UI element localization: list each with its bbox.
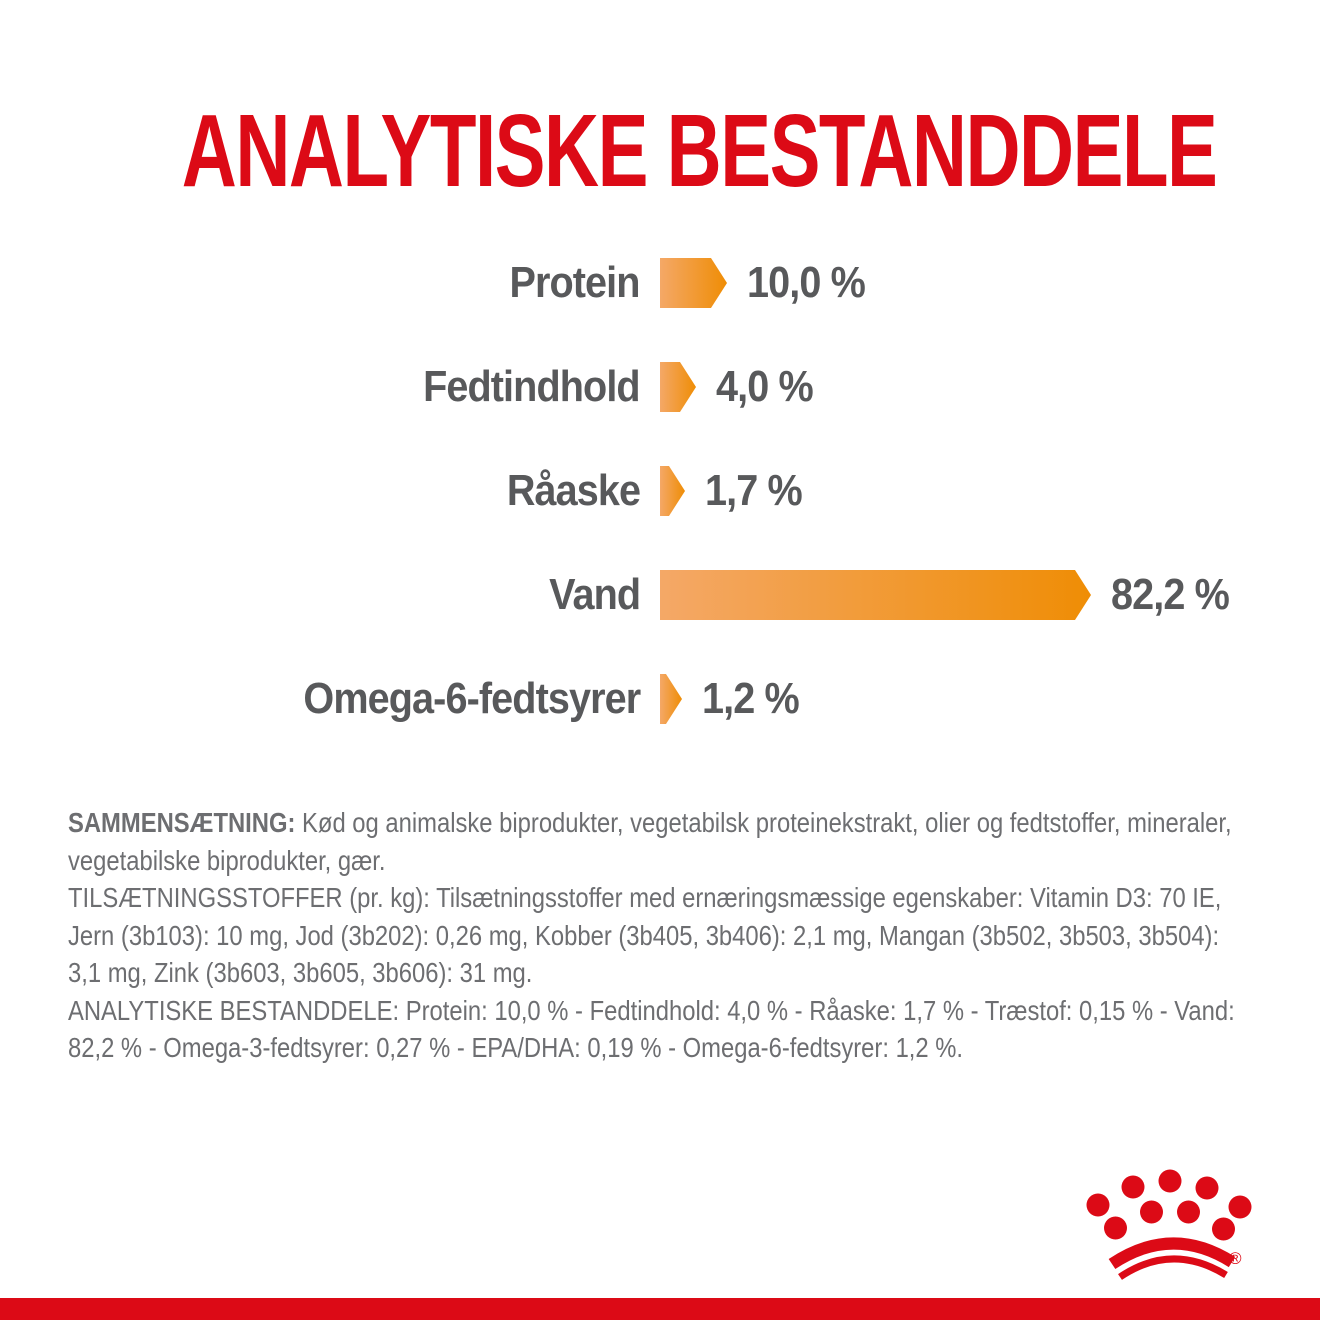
brand-footer-bar [0, 1298, 1320, 1320]
composition-text: Kød og animalske biprodukter, vegetabils… [68, 807, 1232, 876]
chart-row-r-aske: Råaske 1,7 % [0, 466, 1320, 516]
nutrient-value: 82,2 % [1111, 570, 1230, 619]
crown-icon [1086, 1169, 1252, 1280]
nutrient-bar [660, 570, 1091, 620]
analytical-paragraph: ANALYTISKE BESTANDDELE: Protein: 10,0 % … [68, 994, 1235, 1064]
nutrient-value: 1,7 % [705, 466, 803, 515]
chart-row-fedtindhold: Fedtindhold 4,0 % [0, 362, 1320, 412]
nutrient-label: Protein [509, 258, 641, 307]
royal-canin-crown-logo: ® [1086, 1169, 1252, 1280]
chart-row-vand: Vand 82,2 % [0, 570, 1320, 620]
nutrient-label: Råaske [506, 466, 641, 515]
registered-mark: ® [1229, 1249, 1242, 1268]
nutrient-label: Omega-6-fedtsyrer [303, 674, 641, 723]
nutrient-bar [660, 258, 727, 308]
nutrient-bar-chart: Protein 10,0 % Fedtindhold 4,0 % Råaske 1,7 %… [0, 258, 1320, 728]
chart-row-omega-6-fedtsyrer: Omega-6-fedtsyrer 1,2 % [0, 674, 1320, 724]
nutrient-value: 10,0 % [747, 258, 866, 307]
additives-paragraph: TILSÆTNINGSSTOFFER (pr. kg): Tilsætnings… [68, 882, 1222, 988]
nutrient-bar [660, 674, 682, 724]
nutrient-value: 1,2 % [702, 674, 800, 723]
nutrient-bar [660, 362, 696, 412]
ingredients-text-block: SAMMENSÆTNING: Kød og animalske biproduk… [68, 804, 1258, 1067]
nutrient-bar [660, 466, 685, 516]
page-title: ANALYTISKE BESTANDDELE [0, 97, 1320, 212]
nutrient-label: Fedtindhold [423, 362, 641, 411]
nutrient-value: 4,0 % [716, 362, 814, 411]
nutrient-label: Vand [548, 570, 641, 619]
composition-label: SAMMENSÆTNING: [68, 807, 296, 838]
page-title-text: ANALYTISKE BESTANDDELE [181, 93, 1218, 208]
chart-row-protein: Protein 10,0 % [0, 258, 1320, 308]
composition-paragraph: SAMMENSÆTNING: Kød og animalske biproduk… [68, 804, 1258, 879]
